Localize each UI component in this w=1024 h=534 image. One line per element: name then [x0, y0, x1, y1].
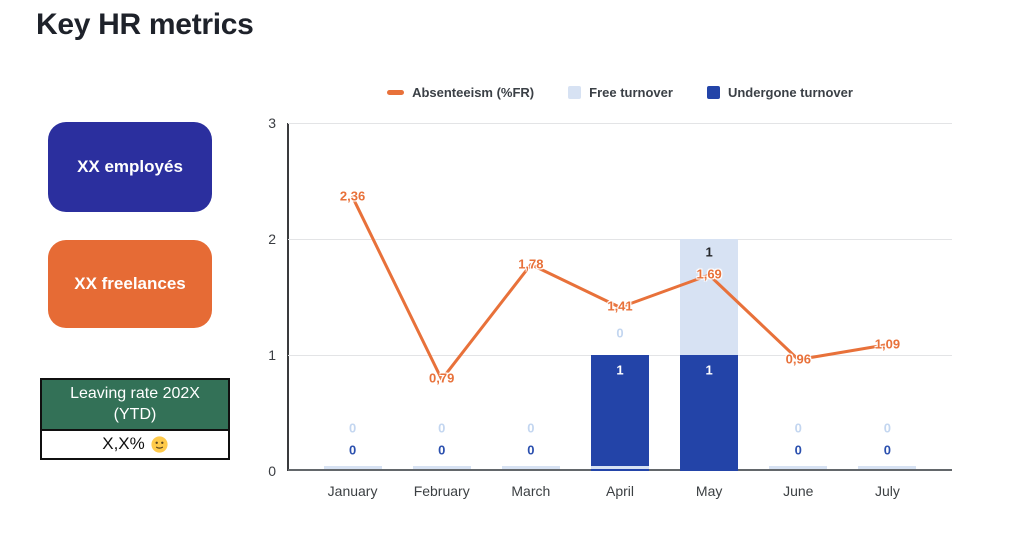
employees-kpi-label: XX employés — [77, 157, 183, 176]
legend-item-free-turnover: Free turnover — [568, 85, 673, 100]
line-point-label: 1,78 — [518, 256, 544, 272]
line-point-label: 1,09 — [874, 336, 901, 352]
legend-line-swatch-icon — [387, 89, 405, 95]
bar-free-turnover-zero — [858, 466, 917, 469]
bar-free-turnover-zero — [323, 466, 382, 469]
bar-value-label-undergone: 0 — [348, 442, 357, 458]
line-point-label: 0,79 — [429, 370, 455, 386]
chart-plot-area: 0 1 2 3 January February March April May June July… — [268, 115, 952, 499]
bar-free-turnover-zero — [769, 466, 828, 469]
bar-free-turnover-zero — [412, 466, 471, 469]
legend-square-swatch-undergone-icon — [706, 85, 720, 99]
bar-value-label-undergone: 0 — [883, 442, 892, 458]
bar-value-label-free: 0 — [794, 420, 802, 436]
legend-item-absenteeism: Absenteeism (%FR) — [387, 85, 534, 100]
bar-undergone-turnover — [591, 355, 649, 471]
y-axis-line — [287, 123, 289, 471]
legend-label-free-turnover: Free turnover — [589, 84, 673, 100]
legend-label-undergone-turnover: Undergone turnover — [727, 84, 853, 100]
bar-value-label-undergone: 0 — [794, 442, 802, 458]
y-axis-tick-label: 3 — [268, 115, 276, 131]
y-axis-tick-label: 0 — [268, 463, 276, 479]
y-axis-tick-label: 2 — [268, 231, 276, 247]
line-point-label: 2,36 — [339, 188, 366, 204]
bar-value-label-undergone: 1 — [705, 362, 713, 378]
bar-undergone-turnover — [680, 355, 739, 471]
x-axis-label: July — [874, 483, 900, 499]
employees-kpi-card: XX employés — [48, 122, 212, 212]
x-axis-label: May — [695, 483, 723, 499]
bar-value-label-free: 0 — [527, 420, 535, 436]
x-axis-label: January — [327, 483, 378, 499]
line-point-label: 1,41 — [607, 298, 633, 314]
x-axis-label: March — [511, 483, 551, 499]
freelances-kpi-label: XX freelances — [74, 274, 186, 293]
bar-value-label-free: 1 — [705, 244, 713, 260]
line-point-label: 1,69 — [696, 266, 722, 282]
legend-item-undergone-turnover: Undergone turnover — [706, 84, 853, 100]
bar-free-turnover-zero — [501, 466, 560, 469]
x-axis-label: April — [605, 483, 635, 499]
gridline — [288, 122, 952, 124]
leaving-rate-value: X,X% — [102, 434, 145, 454]
bar-free-turnover — [680, 239, 739, 355]
legend-label-absenteeism: Absenteeism (%FR) — [412, 84, 535, 100]
leaving-rate-header-line2: (YTD) — [113, 406, 157, 424]
bar-value-label-free: 0 — [438, 420, 446, 436]
bar-value-label-undergone: 1 — [616, 362, 624, 378]
legend-square-swatch-free-icon — [568, 85, 582, 99]
gridline — [288, 238, 952, 240]
bar-value-label-free: 0 — [616, 325, 624, 341]
absenteeism-line — [351, 195, 889, 381]
leaving-rate-table: Leaving rate 202X (YTD) X,X% — [40, 378, 230, 461]
leaving-rate-value-cell: X,X% — [42, 429, 228, 459]
freelances-kpi-card: XX freelances — [48, 240, 212, 328]
smiley-face-icon — [151, 436, 168, 453]
page-title: Key HR metrics — [36, 8, 254, 41]
x-axis-label: February — [413, 483, 470, 499]
line-point-label: 0,96 — [785, 351, 811, 367]
x-axis-label: June — [783, 483, 814, 499]
bar-value-label-undergone: 0 — [438, 442, 446, 458]
chart-legend: Absenteeism (%FR) Free turnover Undergon… — [288, 83, 952, 101]
bar-free-turnover-zero — [591, 466, 649, 469]
leaving-rate-header: Leaving rate 202X (YTD) — [42, 380, 228, 430]
y-axis-tick-label: 1 — [268, 347, 276, 363]
leaving-rate-header-line1: Leaving rate 202X — [70, 385, 200, 402]
bar-value-label-undergone: 0 — [527, 442, 535, 458]
bar-value-label-free: 0 — [883, 420, 892, 436]
bar-value-label-free: 0 — [348, 420, 357, 436]
